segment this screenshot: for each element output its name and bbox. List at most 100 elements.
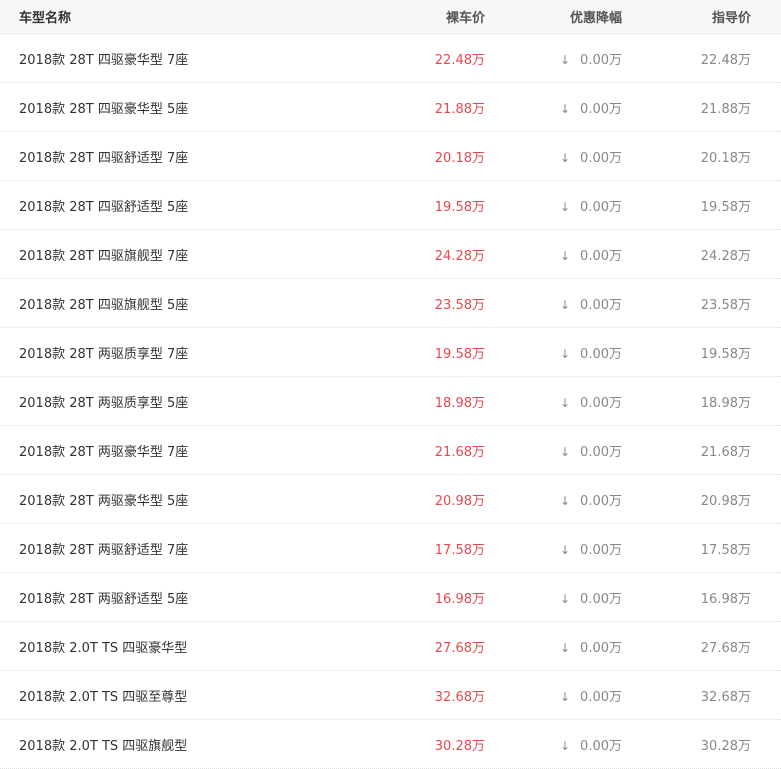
model-name[interactable]: 2018款 28T 两驱质享型 5座 xyxy=(19,395,189,411)
arrow-down-icon: ↓ xyxy=(559,248,571,263)
arrow-down-icon: ↓ xyxy=(559,297,571,312)
arrow-down-icon: ↓ xyxy=(559,640,571,655)
arrow-down-icon: ↓ xyxy=(559,591,571,606)
discount-value: 0.00万 xyxy=(580,199,622,215)
discount-value: 0.00万 xyxy=(580,395,622,411)
model-name[interactable]: 2018款 28T 两驱舒适型 5座 xyxy=(19,591,189,607)
table-row[interactable]: 2018款 28T 四驱豪华型 5座 21.88万 ↓ 0.00万 21.88万 xyxy=(0,83,781,132)
discount: ↓ 0.00万 xyxy=(485,294,622,313)
model-name[interactable]: 2018款 28T 四驱豪华型 5座 xyxy=(19,101,189,117)
table-row[interactable]: 2018款 28T 四驱旗舰型 5座 23.58万 ↓ 0.00万 23.58万 xyxy=(0,279,781,328)
table-row[interactable]: 2018款 28T 两驱舒适型 5座 16.98万 ↓ 0.00万 16.98万 xyxy=(0,573,781,622)
table-row[interactable]: 2018款 28T 四驱豪华型 7座 22.48万 ↓ 0.00万 22.48万 xyxy=(0,34,781,83)
arrow-down-icon: ↓ xyxy=(559,542,571,557)
guide-price: 23.58万 xyxy=(700,297,751,313)
bare-price: 30.28万 xyxy=(434,738,485,754)
discount: ↓ 0.00万 xyxy=(485,196,622,215)
guide-price: 19.58万 xyxy=(700,346,751,362)
discount-value: 0.00万 xyxy=(580,493,622,509)
bare-price: 20.18万 xyxy=(434,150,485,166)
model-name[interactable]: 2018款 28T 四驱舒适型 5座 xyxy=(19,199,189,215)
bare-price: 16.98万 xyxy=(434,591,485,607)
discount-value: 0.00万 xyxy=(580,297,622,313)
discount: ↓ 0.00万 xyxy=(485,49,622,68)
guide-price: 20.18万 xyxy=(700,150,751,166)
discount-value: 0.00万 xyxy=(580,346,622,362)
model-name[interactable]: 2018款 2.0T TS 四驱旗舰型 xyxy=(19,738,188,754)
model-name[interactable]: 2018款 28T 两驱质享型 7座 xyxy=(19,346,189,362)
arrow-down-icon: ↓ xyxy=(559,150,571,165)
bare-price: 17.58万 xyxy=(434,542,485,558)
model-name[interactable]: 2018款 2.0T TS 四驱豪华型 xyxy=(19,640,188,656)
discount-value: 0.00万 xyxy=(580,640,622,656)
table-row[interactable]: 2018款 2.0T TS 四驱至尊型 32.68万 ↓ 0.00万 32.68万 xyxy=(0,671,781,720)
model-name[interactable]: 2018款 28T 两驱豪华型 7座 xyxy=(19,444,189,460)
bare-price: 19.58万 xyxy=(434,199,485,215)
guide-price: 16.98万 xyxy=(700,591,751,607)
header-price: 裸车价 xyxy=(445,11,485,26)
price-table: 2018款 28T 四驱豪华型 7座 22.48万 ↓ 0.00万 22.48万 2… xyxy=(0,34,781,769)
arrow-down-icon: ↓ xyxy=(559,346,571,361)
model-name[interactable]: 2018款 28T 四驱舒适型 7座 xyxy=(19,150,189,166)
guide-price: 21.68万 xyxy=(700,444,751,460)
arrow-down-icon: ↓ xyxy=(559,395,571,410)
table-row[interactable]: 2018款 2.0T TS 四驱豪华型 27.68万 ↓ 0.00万 27.68万 xyxy=(0,622,781,671)
discount-value: 0.00万 xyxy=(580,150,622,166)
discount: ↓ 0.00万 xyxy=(485,735,622,754)
table-row[interactable]: 2018款 28T 两驱豪华型 7座 21.68万 ↓ 0.00万 21.68万 xyxy=(0,426,781,475)
table-row[interactable]: 2018款 28T 四驱舒适型 7座 20.18万 ↓ 0.00万 20.18万 xyxy=(0,132,781,181)
table-row[interactable]: 2018款 2.0T TS 四驱旗舰型 30.28万 ↓ 0.00万 30.28万 xyxy=(0,720,781,769)
bare-price: 20.98万 xyxy=(434,493,485,509)
discount: ↓ 0.00万 xyxy=(485,98,622,117)
discount: ↓ 0.00万 xyxy=(485,539,622,558)
model-name[interactable]: 2018款 28T 两驱舒适型 7座 xyxy=(19,542,189,558)
guide-price: 22.48万 xyxy=(700,52,751,68)
guide-price: 18.98万 xyxy=(700,395,751,411)
model-name[interactable]: 2018款 28T 两驱豪华型 5座 xyxy=(19,493,189,509)
model-name[interactable]: 2018款 28T 四驱豪华型 7座 xyxy=(19,52,189,68)
arrow-down-icon: ↓ xyxy=(559,52,571,67)
bare-price: 21.68万 xyxy=(434,444,485,460)
guide-price: 19.58万 xyxy=(700,199,751,215)
table-row[interactable]: 2018款 28T 两驱豪华型 5座 20.98万 ↓ 0.00万 20.98万 xyxy=(0,475,781,524)
bare-price: 32.68万 xyxy=(434,689,485,705)
discount: ↓ 0.00万 xyxy=(485,490,622,509)
table-row[interactable]: 2018款 28T 四驱舒适型 5座 19.58万 ↓ 0.00万 19.58万 xyxy=(0,181,781,230)
guide-price: 17.58万 xyxy=(700,542,751,558)
arrow-down-icon: ↓ xyxy=(559,689,571,704)
bare-price: 18.98万 xyxy=(434,395,485,411)
bare-price: 19.58万 xyxy=(434,346,485,362)
arrow-down-icon: ↓ xyxy=(559,493,571,508)
table-header: 车型名称 裸车价 优惠降幅 指导价 xyxy=(0,0,781,34)
discount: ↓ 0.00万 xyxy=(485,245,622,264)
discount-value: 0.00万 xyxy=(580,738,622,754)
discount: ↓ 0.00万 xyxy=(485,343,622,362)
table-row[interactable]: 2018款 28T 两驱舒适型 7座 17.58万 ↓ 0.00万 17.58万 xyxy=(0,524,781,573)
discount: ↓ 0.00万 xyxy=(485,392,622,411)
header-name: 车型名称 xyxy=(19,11,72,26)
model-name[interactable]: 2018款 2.0T TS 四驱至尊型 xyxy=(19,689,188,705)
arrow-down-icon: ↓ xyxy=(559,199,571,214)
model-name[interactable]: 2018款 28T 四驱旗舰型 5座 xyxy=(19,297,189,313)
guide-price: 27.68万 xyxy=(700,640,751,656)
guide-price: 21.88万 xyxy=(700,101,751,117)
discount-value: 0.00万 xyxy=(580,444,622,460)
arrow-down-icon: ↓ xyxy=(559,444,571,459)
discount-value: 0.00万 xyxy=(580,248,622,264)
bare-price: 27.68万 xyxy=(434,640,485,656)
discount-value: 0.00万 xyxy=(580,591,622,607)
guide-price: 20.98万 xyxy=(700,493,751,509)
discount: ↓ 0.00万 xyxy=(485,441,622,460)
discount: ↓ 0.00万 xyxy=(485,686,622,705)
guide-price: 24.28万 xyxy=(700,248,751,264)
discount-value: 0.00万 xyxy=(580,689,622,705)
discount-value: 0.00万 xyxy=(580,542,622,558)
table-row[interactable]: 2018款 28T 两驱质享型 5座 18.98万 ↓ 0.00万 18.98万 xyxy=(0,377,781,426)
table-row[interactable]: 2018款 28T 两驱质享型 7座 19.58万 ↓ 0.00万 19.58万 xyxy=(0,328,781,377)
discount-value: 0.00万 xyxy=(580,52,622,68)
model-name[interactable]: 2018款 28T 四驱旗舰型 7座 xyxy=(19,248,189,264)
discount-value: 0.00万 xyxy=(580,101,622,117)
bare-price: 23.58万 xyxy=(434,297,485,313)
bare-price: 22.48万 xyxy=(434,52,485,68)
table-row[interactable]: 2018款 28T 四驱旗舰型 7座 24.28万 ↓ 0.00万 24.28万 xyxy=(0,230,781,279)
